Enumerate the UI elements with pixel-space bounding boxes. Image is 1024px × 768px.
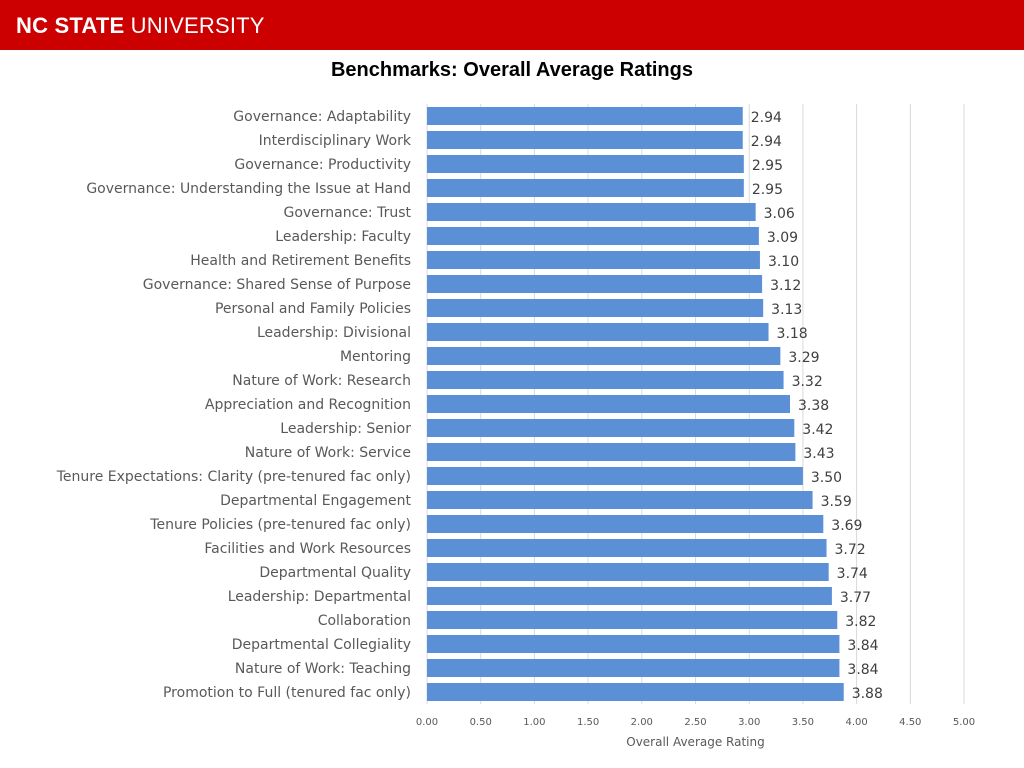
x-tick-label: 1.00	[523, 717, 545, 728]
slide-title: Benchmarks: Overall Average Ratings	[330, 59, 693, 81]
category-label: Tenure Expectations: Clarity (pre-tenure…	[56, 469, 411, 485]
bar	[427, 155, 744, 173]
data-label: 3.06	[764, 206, 795, 222]
data-label: 3.12	[770, 278, 801, 294]
bar	[427, 683, 844, 701]
data-label: 3.77	[840, 590, 871, 606]
bar	[427, 659, 840, 677]
data-label: 2.94	[751, 134, 782, 150]
category-label: Facilities and Work Resources	[204, 541, 411, 557]
bar	[427, 131, 743, 149]
bar	[427, 395, 791, 413]
x-tick-label: 3.00	[738, 717, 760, 728]
bar	[427, 203, 756, 221]
category-label: Leadership: Departmental	[228, 589, 411, 605]
data-label: 3.09	[767, 230, 798, 246]
category-label: Collaboration	[318, 613, 411, 629]
bar	[427, 419, 795, 437]
bar	[427, 251, 760, 269]
data-label: 3.74	[837, 566, 868, 582]
logo-bold-text: NC STATE	[16, 13, 125, 38]
x-tick-label: 4.00	[845, 717, 867, 728]
data-label: 3.10	[768, 254, 799, 270]
category-label: Leadership: Senior	[280, 421, 411, 437]
bar	[427, 563, 829, 581]
bar	[427, 107, 743, 125]
bar	[427, 635, 840, 653]
data-label: 3.59	[821, 494, 852, 510]
data-label: 3.13	[771, 302, 802, 318]
bar	[427, 467, 803, 485]
category-label: Nature of Work: Research	[232, 373, 411, 389]
data-label: 3.50	[811, 470, 842, 486]
bar	[427, 347, 781, 365]
data-label: 3.18	[777, 326, 808, 342]
bar	[427, 323, 769, 341]
category-label: Personal and Family Policies	[215, 301, 411, 317]
category-label: Interdisciplinary Work	[259, 133, 412, 149]
data-label: 3.72	[835, 542, 866, 558]
category-label: Governance: Shared Sense of Purpose	[143, 277, 411, 293]
bar	[427, 179, 744, 197]
university-logo: NC STATE UNIVERSITY	[16, 13, 265, 39]
category-label: Leadership: Faculty	[275, 229, 411, 245]
bar	[427, 299, 764, 317]
data-label: 3.82	[845, 614, 876, 630]
bar	[427, 371, 784, 389]
x-tick-label: 0.00	[416, 717, 438, 728]
category-label: Governance: Adaptability	[233, 109, 411, 125]
category-label: Appreciation and Recognition	[205, 397, 411, 413]
data-label: 3.84	[847, 638, 878, 654]
x-tick-label: 3.50	[792, 717, 814, 728]
category-label: Nature of Work: Service	[245, 445, 411, 461]
data-label: 3.42	[802, 422, 833, 438]
bar	[427, 515, 824, 533]
x-tick-label: 2.50	[684, 717, 706, 728]
x-tick-label: 4.50	[899, 717, 921, 728]
x-tick-label: 1.50	[577, 717, 599, 728]
category-label: Departmental Collegiality	[232, 637, 411, 653]
data-label: 3.84	[847, 662, 878, 678]
data-label: 3.32	[792, 374, 823, 390]
category-label: Departmental Engagement	[220, 493, 411, 509]
data-label: 3.29	[788, 350, 819, 366]
x-tick-label: 0.50	[470, 717, 492, 728]
category-label: Tenure Policies (pre-tenured fac only)	[149, 517, 411, 533]
bar	[427, 227, 759, 245]
category-label: Mentoring	[340, 349, 411, 365]
data-label: 3.38	[798, 398, 829, 414]
category-label: Departmental Quality	[259, 565, 411, 581]
data-label: 3.88	[852, 686, 883, 702]
category-label: Leadership: Divisional	[257, 325, 411, 341]
data-label: 3.69	[831, 518, 862, 534]
data-label: 2.95	[752, 158, 783, 174]
data-label: 2.94	[751, 110, 782, 126]
x-tick-label: 2.00	[631, 717, 653, 728]
bar	[427, 275, 763, 293]
bar	[427, 611, 838, 629]
category-label: Health and Retirement Benefits	[190, 253, 411, 269]
category-label: Governance: Understanding the Issue at H…	[86, 181, 411, 197]
bar	[427, 443, 796, 461]
category-label: Promotion to Full (tenured fac only)	[163, 685, 411, 701]
header-bar: NC STATE UNIVERSITY	[0, 0, 1024, 50]
bar	[427, 539, 827, 557]
x-axis-title: Overall Average Rating	[626, 735, 764, 749]
data-label: 3.43	[803, 446, 834, 462]
bar	[427, 587, 832, 605]
data-label: 2.95	[752, 182, 783, 198]
category-label: Governance: Trust	[283, 205, 411, 221]
category-label: Nature of Work: Teaching	[235, 661, 411, 677]
bar	[427, 491, 813, 509]
x-tick-label: 5.00	[953, 717, 975, 728]
category-label: Governance: Productivity	[234, 157, 411, 173]
logo-regular-text: UNIVERSITY	[124, 13, 265, 38]
